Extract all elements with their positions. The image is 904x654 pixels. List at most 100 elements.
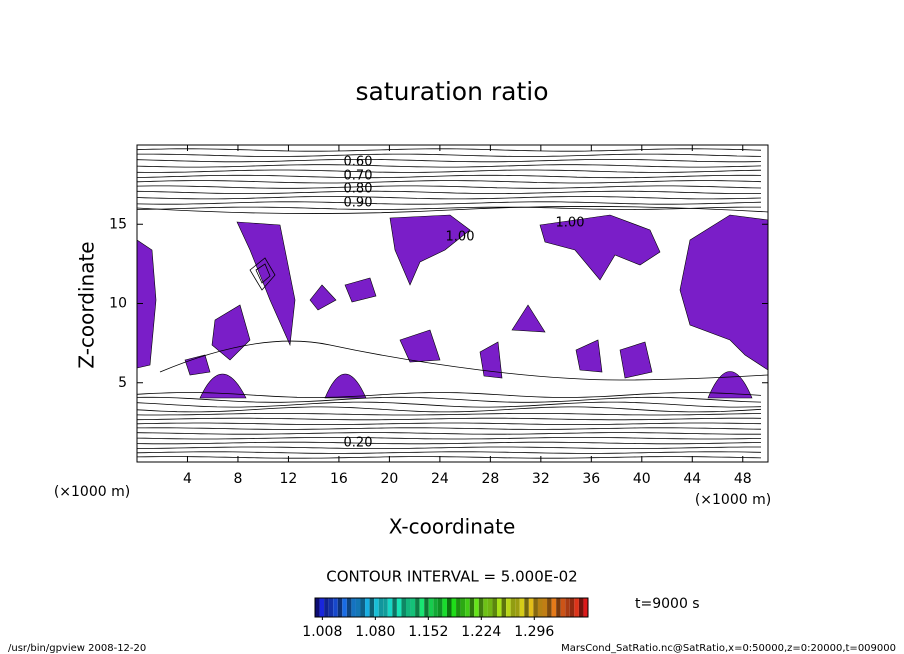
contour-line xyxy=(136,206,769,214)
footer-left: /usr/bin/gpview 2008-12-20 xyxy=(8,643,146,654)
colorbar-cell xyxy=(410,598,416,617)
contour-line xyxy=(136,456,762,459)
colorbar-cell xyxy=(346,598,352,617)
region xyxy=(344,277,377,303)
colorbar-frame xyxy=(314,597,589,618)
x-tick-label: 12 xyxy=(280,471,298,487)
colorbar-cell xyxy=(492,598,497,617)
colorbar-cell xyxy=(501,598,507,617)
colorbar-cell xyxy=(442,598,447,617)
colorbar-cell xyxy=(474,598,479,617)
colorbar-cell xyxy=(401,598,406,617)
colorbar-cell xyxy=(542,598,548,617)
contour-line xyxy=(136,159,762,163)
colorbar-cell xyxy=(465,598,470,617)
contour-line xyxy=(136,396,762,403)
colorbar-cell xyxy=(337,598,343,617)
region xyxy=(199,373,247,399)
colorbar-cell xyxy=(315,598,320,617)
region xyxy=(619,341,653,379)
colorbar-cell xyxy=(524,598,529,617)
colorbar-cell xyxy=(342,598,347,617)
colorbar-cell xyxy=(355,598,361,617)
colorbar-cell xyxy=(560,598,566,617)
colorbar-cell xyxy=(478,598,484,617)
colorbar-cell xyxy=(537,598,543,617)
colorbar-cell xyxy=(424,598,429,617)
colorbar-cell xyxy=(583,598,588,617)
y-unit: (×1000 m) xyxy=(54,484,130,500)
x-tick-label: 4 xyxy=(183,471,192,487)
contour-label: 0.20 xyxy=(344,436,373,451)
contour-line xyxy=(136,437,762,440)
y-tick-label: 5 xyxy=(118,375,127,391)
contour-line xyxy=(136,446,761,449)
colorbar-cell xyxy=(406,598,411,617)
contour-line xyxy=(136,401,762,408)
colorbar-cell xyxy=(428,598,434,617)
colorbar-cell xyxy=(333,598,338,617)
colorbar-cell xyxy=(374,598,379,617)
colorbar-cell xyxy=(365,598,370,617)
x-tick-label: 20 xyxy=(380,471,398,487)
colorbar-cell xyxy=(497,598,502,617)
region xyxy=(324,373,367,399)
region xyxy=(479,341,503,379)
contour-label: 0.60 xyxy=(344,155,373,170)
region xyxy=(309,284,337,311)
colorbar-tick-label: 1.152 xyxy=(408,624,448,640)
region xyxy=(389,214,471,286)
colorbar-cell xyxy=(328,598,334,617)
region xyxy=(236,221,296,347)
colorbar-cell xyxy=(528,598,534,617)
colorbar-cell xyxy=(483,598,488,617)
contour-line xyxy=(136,432,761,435)
contour-line xyxy=(136,451,762,454)
y-tick-label: 10 xyxy=(109,296,127,312)
contour-line xyxy=(136,174,762,179)
colorbar-cell xyxy=(565,598,570,617)
colorbar-cell xyxy=(551,598,557,617)
contour-line xyxy=(136,185,762,189)
colorbar-cell xyxy=(319,598,325,617)
colorbar-cell xyxy=(578,598,584,617)
colorbar-cell xyxy=(487,598,493,617)
chart-title: saturation ratio xyxy=(355,77,548,106)
contour-line xyxy=(159,340,769,381)
colorbar-cell xyxy=(460,598,466,617)
contour-line xyxy=(249,257,276,291)
region xyxy=(679,214,769,371)
x-tick-label: 36 xyxy=(582,471,600,487)
colorbar-cell xyxy=(556,598,561,617)
colorbar-cell xyxy=(515,598,520,617)
contour-label: 0.90 xyxy=(344,196,373,211)
contour-line xyxy=(136,169,762,173)
contour-line xyxy=(136,196,762,200)
colorbar-cell xyxy=(519,598,525,617)
colorbar-cell xyxy=(547,598,552,617)
colorbar-cell xyxy=(383,598,388,617)
colorbar-tick-label: 1.080 xyxy=(355,624,395,640)
x-tick-label: 24 xyxy=(431,471,449,487)
colorbar-cell xyxy=(360,598,366,617)
contour-line xyxy=(136,164,762,168)
x-tick-label: 8 xyxy=(233,471,242,487)
y-tick-label: 15 xyxy=(109,216,127,232)
contour-line xyxy=(137,153,762,157)
contour-interval: CONTOUR INTERVAL = 5.000E-02 xyxy=(326,568,577,586)
colorbar-cell xyxy=(510,598,516,617)
colorbar-cell xyxy=(387,598,393,617)
colorbar-cell xyxy=(392,598,397,617)
colorbar-tick-label: 1.296 xyxy=(514,624,554,640)
colorbar-cell xyxy=(433,598,438,617)
colorbar-cell xyxy=(569,598,575,617)
region xyxy=(707,371,753,399)
region xyxy=(399,329,441,363)
colorbar-tick-label: 1.224 xyxy=(461,624,501,640)
x-tick-label: 40 xyxy=(633,471,651,487)
colorbar-cell xyxy=(506,598,511,617)
x-axis-label: X-coordinate xyxy=(389,515,516,539)
colorbar-cell xyxy=(369,598,375,617)
region xyxy=(575,339,603,373)
time-label: t=9000 s xyxy=(635,596,700,612)
